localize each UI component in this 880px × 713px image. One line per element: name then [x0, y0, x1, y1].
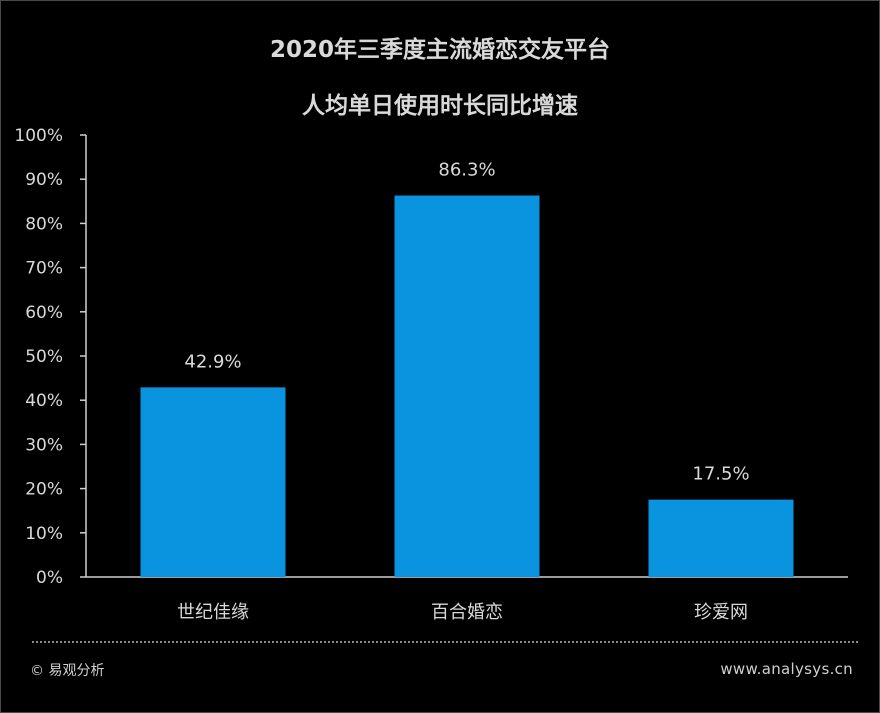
x-tick-label: 世纪佳缘 — [177, 602, 249, 623]
y-tick-label: 80% — [25, 214, 63, 234]
y-tick-label: 10% — [25, 524, 63, 544]
bar-2 — [394, 195, 540, 577]
bar-3 — [648, 499, 794, 577]
bar-1 — [140, 387, 286, 577]
copyright-label: © 易观分析 — [30, 663, 105, 679]
y-tick-label: 100% — [14, 126, 63, 146]
y-tick-label: 40% — [25, 391, 63, 411]
data-label: 42.9% — [184, 351, 241, 372]
footer-divider — [32, 641, 858, 643]
y-tick-label: 20% — [25, 480, 63, 500]
chart-title-line1: 2020年三季度主流婚恋交友平台 — [269, 37, 610, 63]
data-label: 17.5% — [692, 464, 749, 485]
y-tick-label: 60% — [25, 303, 63, 323]
data-label: 86.3% — [438, 160, 495, 181]
y-tick-label: 50% — [25, 347, 63, 367]
y-tick-label: 0% — [36, 568, 63, 588]
chart-title-line2: 人均单日使用时长同比增速 — [302, 93, 578, 119]
website-link[interactable]: www.analysys.cn — [720, 660, 853, 678]
y-tick-label: 90% — [25, 170, 63, 190]
y-tick-label: 30% — [25, 435, 63, 455]
y-tick-label: 70% — [25, 259, 63, 279]
x-tick-label: 百合婚恋 — [431, 601, 503, 623]
x-tick-label: 珍爱网 — [694, 602, 748, 623]
